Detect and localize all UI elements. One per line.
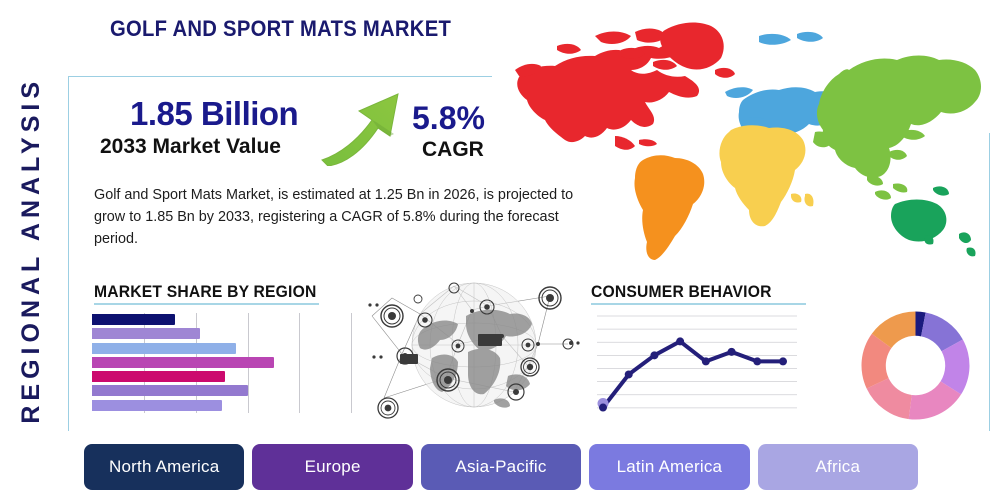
bar-chart-bar — [92, 356, 292, 368]
line-chart-point — [624, 370, 633, 379]
line-chart-point — [753, 357, 762, 366]
market-description: Golf and Sport Mats Market, is estimated… — [94, 187, 574, 247]
bar-chart-bar-fill — [92, 385, 248, 397]
line-chart-series — [601, 339, 785, 410]
market-share-section-rule — [94, 303, 319, 305]
bar-chart-bar-fill — [92, 356, 275, 368]
bar-chart-bar — [92, 399, 292, 411]
donut-chart-segment — [861, 333, 892, 389]
region-button-asia-pacific[interactable]: Asia-Pacific — [420, 444, 582, 490]
global-network-icon — [362, 266, 587, 424]
consumer-behavior-section-title: CONSUMER BEHAVIOR — [591, 283, 772, 301]
bar-chart-bar — [92, 328, 292, 340]
region-button-bar: North America Europe Asia-Pacific Latin Ame… — [84, 444, 919, 490]
consumer-behavior-section-rule — [591, 303, 806, 305]
donut-chart-segment — [940, 339, 970, 395]
bar-chart-bar-fill — [92, 328, 201, 340]
line-chart-point — [650, 351, 659, 360]
frame-left-border — [68, 76, 69, 431]
bar-chart-bar-fill — [92, 399, 223, 411]
market-value-label: 2033 Market Value — [100, 135, 281, 158]
segment-donut-chart — [858, 308, 973, 423]
bar-chart-bar — [92, 342, 292, 354]
world-map-icon — [497, 8, 992, 270]
line-chart-point — [676, 337, 685, 346]
line-chart-point — [701, 357, 710, 366]
region-button-europe[interactable]: Europe — [252, 444, 413, 490]
bar-chart-bar-fill — [92, 342, 236, 354]
market-value-figure: 1.85 Billion — [130, 95, 299, 132]
donut-chart-segment — [866, 378, 912, 420]
donut-chart-svg — [861, 311, 970, 420]
market-share-section-title: MARKET SHARE BY REGION — [94, 283, 317, 301]
frame-right-border — [989, 133, 990, 431]
cagr-label: CAGR — [422, 138, 484, 161]
frame-top-border — [68, 76, 492, 77]
region-button-latin-america[interactable]: Latin America — [589, 444, 750, 490]
region-button-africa[interactable]: Africa — [757, 444, 919, 490]
donut-chart-segment — [908, 381, 962, 420]
region-button-north-america[interactable]: North America — [84, 444, 245, 490]
line-chart-svg — [597, 315, 797, 412]
bar-chart-gridline — [351, 313, 353, 413]
side-label-text: REGIONAL ANALYSIS — [16, 76, 45, 424]
regional-analysis-side-label: REGIONAL ANALYSIS — [0, 0, 62, 500]
donut-chart-segment — [921, 312, 963, 352]
line-chart-point — [779, 357, 787, 366]
growth-arrow-icon — [318, 84, 408, 167]
market-share-bar-chart — [92, 313, 353, 413]
line-chart-point — [727, 347, 736, 356]
line-chart-point — [599, 403, 607, 412]
consumer-behavior-line-chart — [597, 312, 797, 417]
page-title: GOLF AND SPORT MATS MARKET — [110, 16, 452, 41]
donut-chart-segment — [915, 311, 926, 337]
bar-chart-gridline — [299, 313, 301, 413]
bar-chart-bar-fill — [92, 371, 226, 383]
bar-chart-bar — [92, 385, 292, 397]
donut-chart-segment — [871, 311, 916, 349]
bar-chart-bar — [92, 371, 292, 383]
bar-chart-bar — [92, 314, 292, 325]
bar-chart-bar-fill — [92, 314, 175, 325]
cagr-figure: 5.8% — [412, 100, 485, 136]
